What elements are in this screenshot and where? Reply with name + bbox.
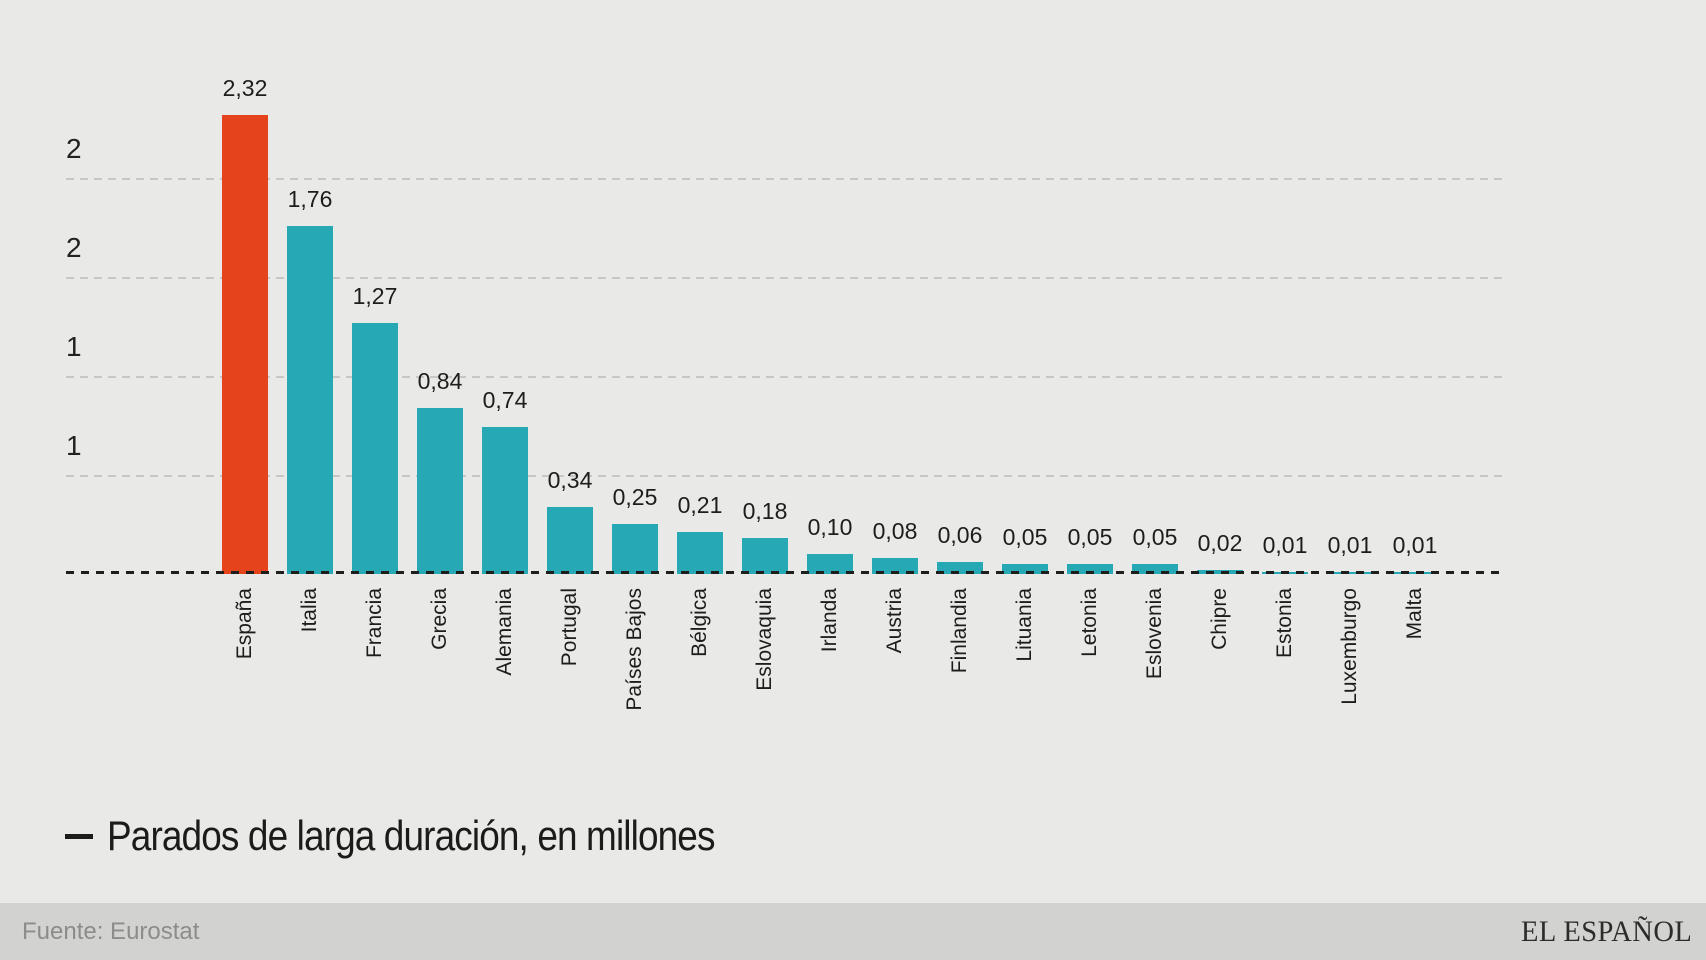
y-tick-label: 2 (66, 232, 82, 263)
bar-austria (872, 558, 918, 574)
bar-category-label: Eslovaquia (753, 588, 776, 691)
bar-lituania (1002, 564, 1048, 574)
bar-grecia (417, 408, 463, 574)
bar-value-label: 1,27 (352, 283, 398, 309)
bar-category-label: Lituania (1013, 588, 1036, 662)
y-tick-label: 1 (66, 331, 82, 362)
bar-value-label: 1,76 (287, 186, 333, 212)
bar-value-label: 0,02 (1197, 530, 1243, 556)
bar-category-label: Finlandia (948, 588, 971, 674)
bar-category-label: Alemania (493, 588, 516, 676)
bar-espana (222, 115, 268, 574)
bar-value-label: 2,32 (222, 75, 268, 101)
bar-value-label: 0,01 (1392, 532, 1438, 558)
bar-value-label: 0,05 (1132, 524, 1178, 550)
bar-category-label: Chipre (1208, 588, 1231, 650)
bar-value-label: 0,08 (872, 518, 918, 544)
bar-eslovaquia (742, 538, 788, 574)
bar-italia (287, 226, 333, 574)
bar-category-label: Portugal (558, 588, 581, 667)
bar-category-label: Eslovenia (1143, 588, 1166, 680)
bar-category-label: Países Bajos (623, 588, 646, 711)
x-axis-baseline (66, 571, 1503, 574)
bar-category-label: Austria (883, 588, 906, 654)
bar-value-label: 0,01 (1327, 532, 1373, 558)
gridline (66, 376, 1503, 378)
chart-legend: Parados de larga duración, en millones (65, 810, 797, 862)
bar-category-label: Bélgica (688, 588, 711, 657)
bar-portugal (547, 507, 593, 574)
bar-value-label: 0,05 (1067, 524, 1113, 550)
bar-francia (352, 323, 398, 574)
bar-value-label: 0,06 (937, 522, 983, 548)
bar-value-label: 0,18 (742, 498, 788, 524)
gridline (66, 277, 1503, 279)
legend-label: Parados de larga duración, en millones (107, 812, 715, 859)
bar-value-label: 0,25 (612, 484, 658, 510)
source-credit: Fuente: Eurostat (22, 917, 200, 945)
bar-category-label: Italia (298, 588, 321, 633)
bar-letonia (1067, 564, 1113, 574)
bar-category-label: España (233, 588, 256, 660)
gridline (66, 475, 1503, 477)
bar-category-label: Letonia (1078, 588, 1101, 657)
y-tick-label: 1 (66, 430, 82, 461)
legend-dash-icon (65, 833, 93, 839)
bar-paises-bajos (612, 524, 658, 574)
bar-category-label: Francia (363, 588, 386, 659)
gridline (66, 178, 1503, 180)
bar-category-label: Luxemburgo (1338, 588, 1361, 705)
bar-value-label: 0,84 (417, 368, 463, 394)
bar-value-label: 0,21 (677, 492, 723, 518)
bar-value-label: 0,34 (547, 467, 593, 493)
y-tick-label: 2 (66, 133, 82, 164)
bar-irlanda (807, 554, 853, 574)
bar-category-label: Irlanda (818, 588, 841, 653)
bar-belgica (677, 532, 723, 574)
bar-category-label: Grecia (428, 588, 451, 650)
footer-bar: Fuente: Eurostat EL ESPAÑOL (0, 903, 1706, 960)
bar-value-label: 0,01 (1262, 532, 1308, 558)
bar-value-label: 0,05 (1002, 524, 1048, 550)
bar-eslovenia (1132, 564, 1178, 574)
brand-logo: EL ESPAÑOL (1520, 914, 1692, 948)
bar-category-label: Estonia (1273, 588, 1296, 659)
bar-value-label: 0,74 (482, 387, 528, 413)
bar-alemania (482, 427, 528, 574)
bar-value-label: 0,10 (807, 514, 853, 540)
bar-category-label: Malta (1403, 588, 1426, 640)
